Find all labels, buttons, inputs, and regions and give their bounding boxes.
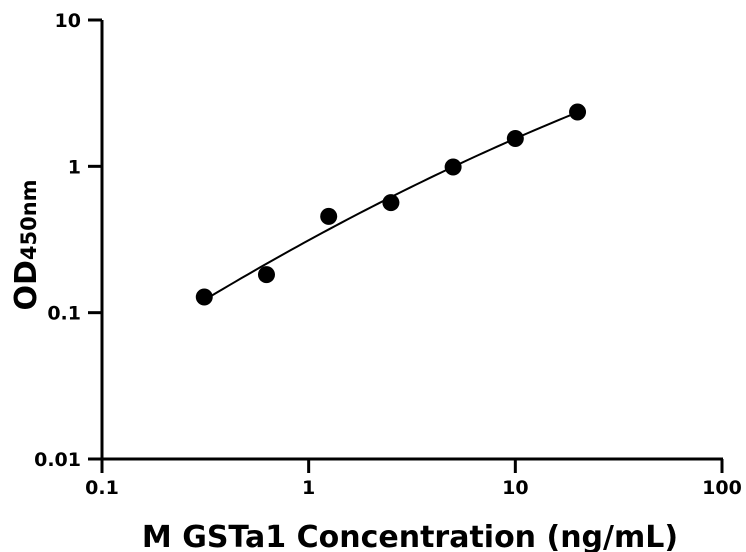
y-axis-title: OD450nm: [9, 179, 44, 310]
data-point: [257, 266, 275, 284]
x-tick-label: 100: [702, 477, 742, 499]
data-point: [569, 103, 587, 121]
data-point: [195, 288, 213, 306]
y-tick-label: 10: [55, 10, 81, 32]
data-points: [195, 103, 587, 306]
x-ticks: 0.1 1 10 100: [85, 459, 742, 499]
y-tick-label: 0.1: [47, 303, 81, 325]
y-ticks: 0.01 0.1 1 10: [34, 10, 102, 471]
x-axis-title: M GSTa1 Concentration (ng/mL): [142, 520, 678, 552]
x-tick-label: 10: [502, 477, 528, 499]
axes: [100, 20, 723, 461]
x-tick-label: 1: [302, 477, 315, 499]
data-point: [444, 158, 462, 176]
y-tick-label: 0.01: [34, 449, 81, 471]
y-axis-title-subscript: 450nm: [17, 179, 41, 260]
data-point: [320, 207, 338, 225]
y-tick-label: 1: [68, 156, 81, 178]
data-point: [506, 129, 524, 147]
data-point: [382, 194, 400, 212]
y-axis-title-main: OD: [9, 260, 44, 310]
x-tick-label: 0.1: [85, 477, 119, 499]
